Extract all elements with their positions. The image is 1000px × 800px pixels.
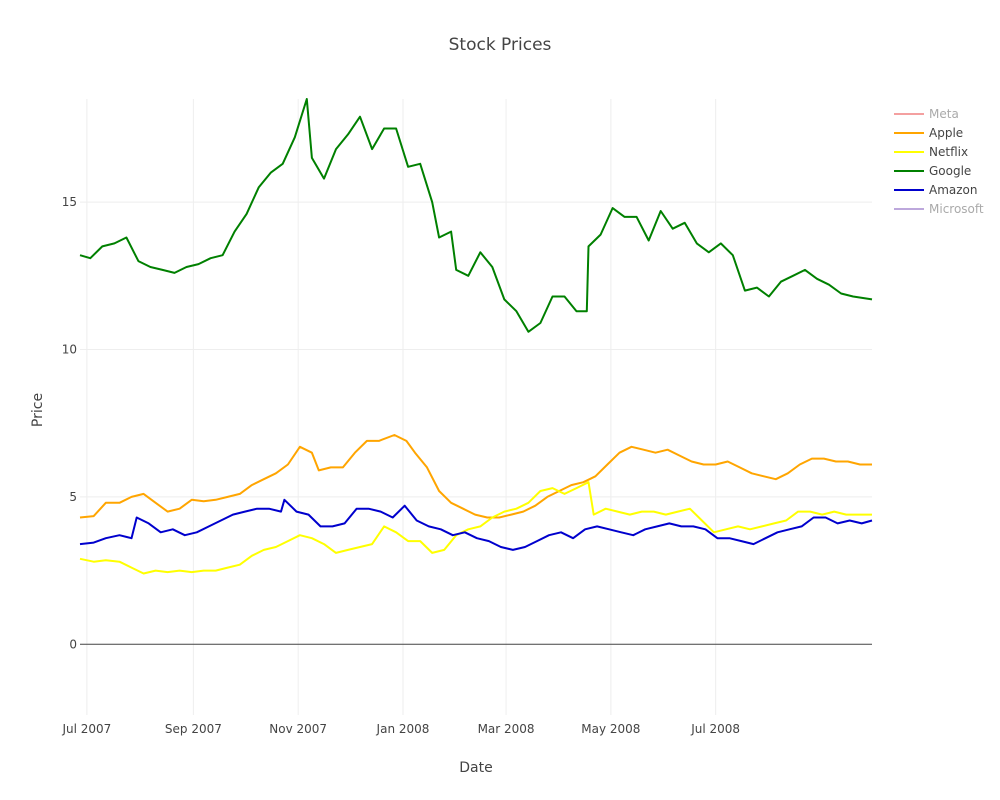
legend-item-amazon[interactable]: Amazon bbox=[894, 183, 978, 197]
x-tick-label: Jul 2008 bbox=[690, 722, 740, 736]
y-tick-label: 10 bbox=[62, 343, 77, 357]
y-axis-title: Price bbox=[30, 393, 46, 427]
legend-item-microsoft[interactable]: Microsoft bbox=[894, 202, 984, 216]
series-line-apple bbox=[79, 434, 872, 519]
series-layer bbox=[79, 98, 873, 575]
legend[interactable]: Meta Apple Netflix Google Amazon Microsoft bbox=[894, 107, 984, 216]
legend-label: Microsoft bbox=[929, 202, 984, 216]
legend-item-meta[interactable]: Meta bbox=[894, 107, 959, 121]
legend-label: Apple bbox=[929, 126, 963, 140]
x-axis-title: Date bbox=[459, 760, 492, 776]
x-tick-label: Nov 2007 bbox=[269, 722, 327, 736]
chart-title: Stock Prices bbox=[449, 35, 552, 55]
y-tick-label: 15 bbox=[62, 195, 77, 209]
series-line-google bbox=[79, 98, 873, 333]
legend-label: Google bbox=[929, 164, 971, 178]
tick-layer: Jul 2007 Sep 2007 Nov 2007 Jan 2008 Mar 2008… bbox=[61, 195, 740, 736]
x-tick-label: Sep 2007 bbox=[165, 722, 222, 736]
legend-item-google[interactable]: Google bbox=[894, 164, 971, 178]
y-tick-label: 5 bbox=[69, 490, 77, 504]
series-line-netflix bbox=[79, 481, 872, 575]
grid-layer bbox=[80, 99, 872, 715]
legend-item-netflix[interactable]: Netflix bbox=[894, 145, 968, 159]
y-tick-label: 0 bbox=[69, 637, 77, 651]
legend-label: Amazon bbox=[929, 183, 978, 197]
legend-label: Netflix bbox=[929, 145, 968, 159]
x-tick-label: Jan 2008 bbox=[376, 722, 430, 736]
legend-item-apple[interactable]: Apple bbox=[894, 126, 963, 140]
x-tick-label: Jul 2007 bbox=[61, 722, 111, 736]
x-tick-label: Mar 2008 bbox=[478, 722, 535, 736]
series-line-amazon bbox=[79, 498, 873, 551]
legend-label: Meta bbox=[929, 107, 959, 121]
x-tick-label: May 2008 bbox=[581, 722, 640, 736]
